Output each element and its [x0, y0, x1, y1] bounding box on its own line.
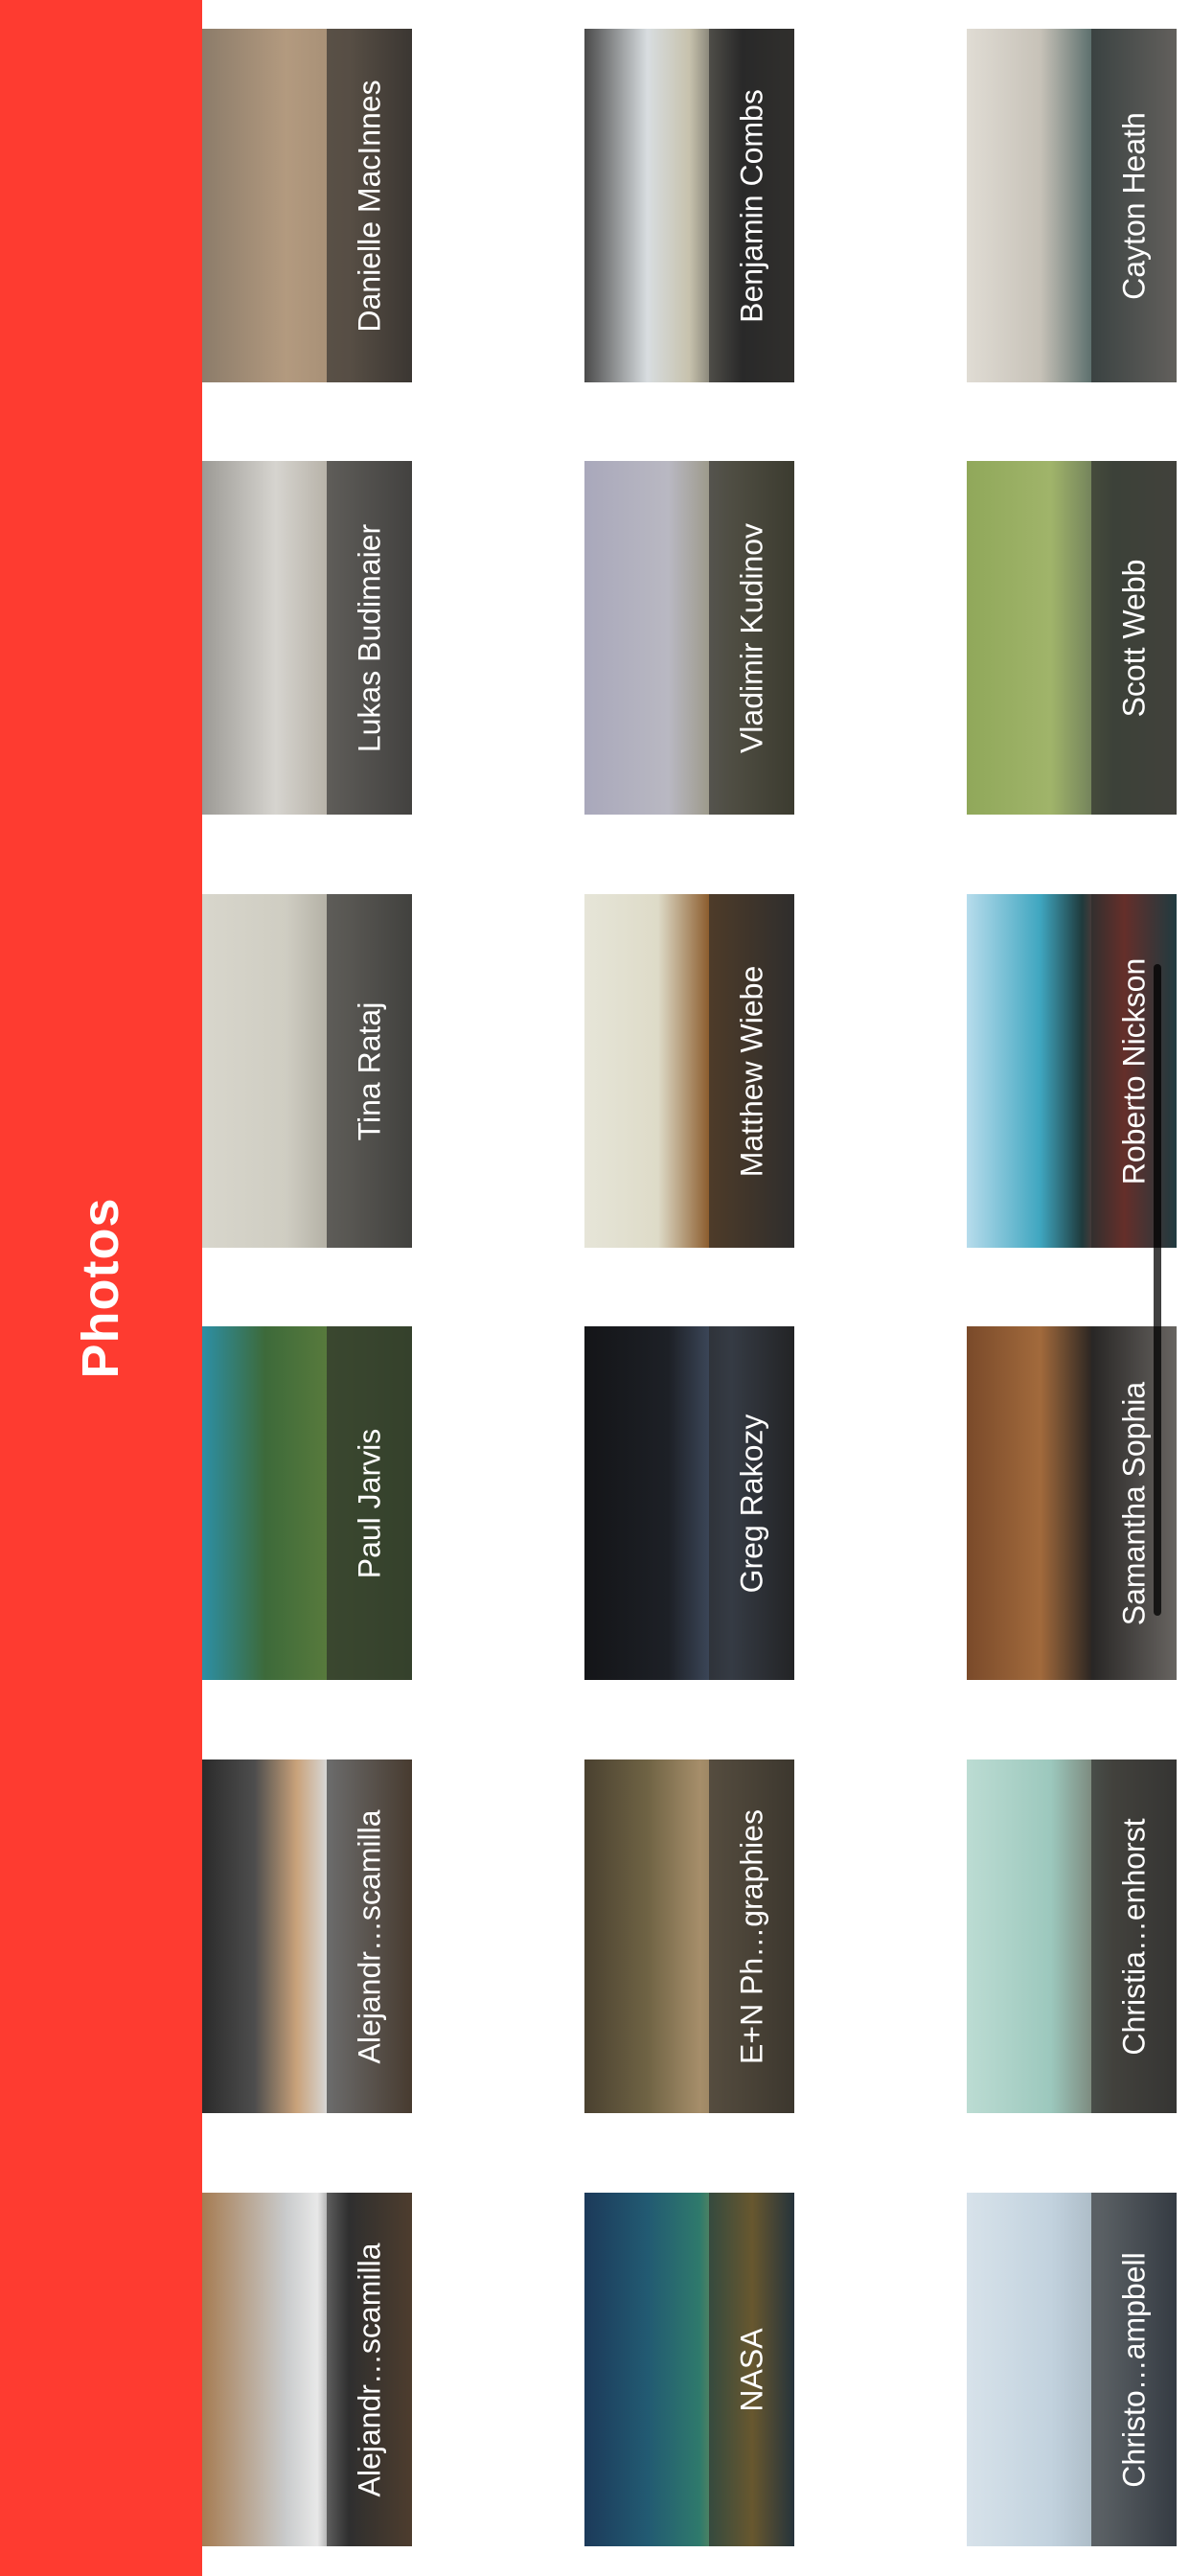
- photo-author: Roberto Nickson: [1116, 957, 1151, 1184]
- photo-caption: Vladimir Kudinov: [709, 461, 794, 815]
- photo-tile[interactable]: Scott Webb: [967, 461, 1177, 815]
- header-bar: Photos: [0, 0, 202, 2576]
- photo-tile[interactable]: Vladimir Kudinov: [584, 461, 794, 815]
- photo-caption: Lukas Budimaier: [327, 461, 412, 815]
- photo-tile[interactable]: Christia…enhorst: [967, 1760, 1177, 2113]
- photo-caption: Christia…enhorst: [1091, 1760, 1177, 2113]
- photo-tile[interactable]: Paul Jarvis: [202, 1326, 412, 1680]
- photo-author: Christia…enhorst: [1116, 1817, 1151, 2056]
- photo-tile[interactable]: Alejandr…scamilla: [202, 1760, 412, 2113]
- photo-tile[interactable]: Benjamin Combs: [584, 29, 794, 382]
- photo-author: Tina Rataj: [352, 1001, 386, 1140]
- photo-author: Paul Jarvis: [352, 1428, 386, 1578]
- photo-tile[interactable]: Tina Rataj: [202, 894, 412, 1248]
- photo-author: Alejandr…scamilla: [352, 1809, 386, 2063]
- photo-author: Alejandr…scamilla: [352, 2242, 386, 2496]
- photo-author: Samantha Sophia: [1116, 1381, 1151, 1625]
- photo-caption: Roberto Nickson: [1091, 894, 1177, 1248]
- photo-author: Scott Webb: [1116, 559, 1151, 717]
- photo-caption: NASA: [709, 2193, 794, 2546]
- photo-caption: Cayton Heath: [1091, 29, 1177, 382]
- photo-author: Danielle MacInnes: [352, 79, 386, 333]
- photo-caption: Scott Webb: [1091, 461, 1177, 815]
- photo-tile[interactable]: Christo…ampbell: [967, 2193, 1177, 2546]
- photo-tile[interactable]: NASA: [584, 2193, 794, 2546]
- photo-caption: Paul Jarvis: [327, 1326, 412, 1680]
- photo-author: Cayton Heath: [1116, 111, 1151, 300]
- photo-tile[interactable]: Samantha Sophia: [967, 1326, 1177, 1680]
- photo-caption: Matthew Wiebe: [709, 894, 794, 1248]
- photo-tile[interactable]: Greg Rakozy: [584, 1326, 794, 1680]
- photo-tile[interactable]: Lukas Budimaier: [202, 461, 412, 815]
- photo-caption: Tina Rataj: [327, 894, 412, 1248]
- photo-caption: Greg Rakozy: [709, 1326, 794, 1680]
- photo-author: Greg Rakozy: [734, 1414, 768, 1593]
- photo-author: NASA: [734, 2327, 768, 2412]
- photo-tile[interactable]: Alejandr…scamilla: [202, 2193, 412, 2546]
- photo-author: Benjamin Combs: [734, 88, 768, 323]
- photo-caption: Alejandr…scamilla: [327, 1760, 412, 2113]
- scroll-indicator[interactable]: [1154, 964, 1161, 1616]
- photo-caption: E+N Ph…graphies: [709, 1760, 794, 2113]
- page-title: Photos: [72, 1197, 129, 1379]
- photo-author: Matthew Wiebe: [734, 965, 768, 1177]
- photo-tile[interactable]: Danielle MacInnes: [202, 29, 412, 382]
- photo-author: Lukas Budimaier: [352, 523, 386, 752]
- photo-author: E+N Ph…graphies: [734, 1808, 768, 2064]
- photo-author: Vladimir Kudinov: [734, 522, 768, 753]
- photo-caption: Benjamin Combs: [709, 29, 794, 382]
- photo-caption: Danielle MacInnes: [327, 29, 412, 382]
- photo-tile[interactable]: E+N Ph…graphies: [584, 1760, 794, 2113]
- photo-caption: Christo…ampbell: [1091, 2193, 1177, 2546]
- photo-caption: Alejandr…scamilla: [327, 2193, 412, 2546]
- photo-tile[interactable]: Matthew Wiebe: [584, 894, 794, 1248]
- photo-tile[interactable]: Roberto Nickson: [967, 894, 1177, 1248]
- photo-author: Christo…ampbell: [1116, 2251, 1151, 2488]
- photo-tile[interactable]: Cayton Heath: [967, 29, 1177, 382]
- photo-caption: Samantha Sophia: [1091, 1326, 1177, 1680]
